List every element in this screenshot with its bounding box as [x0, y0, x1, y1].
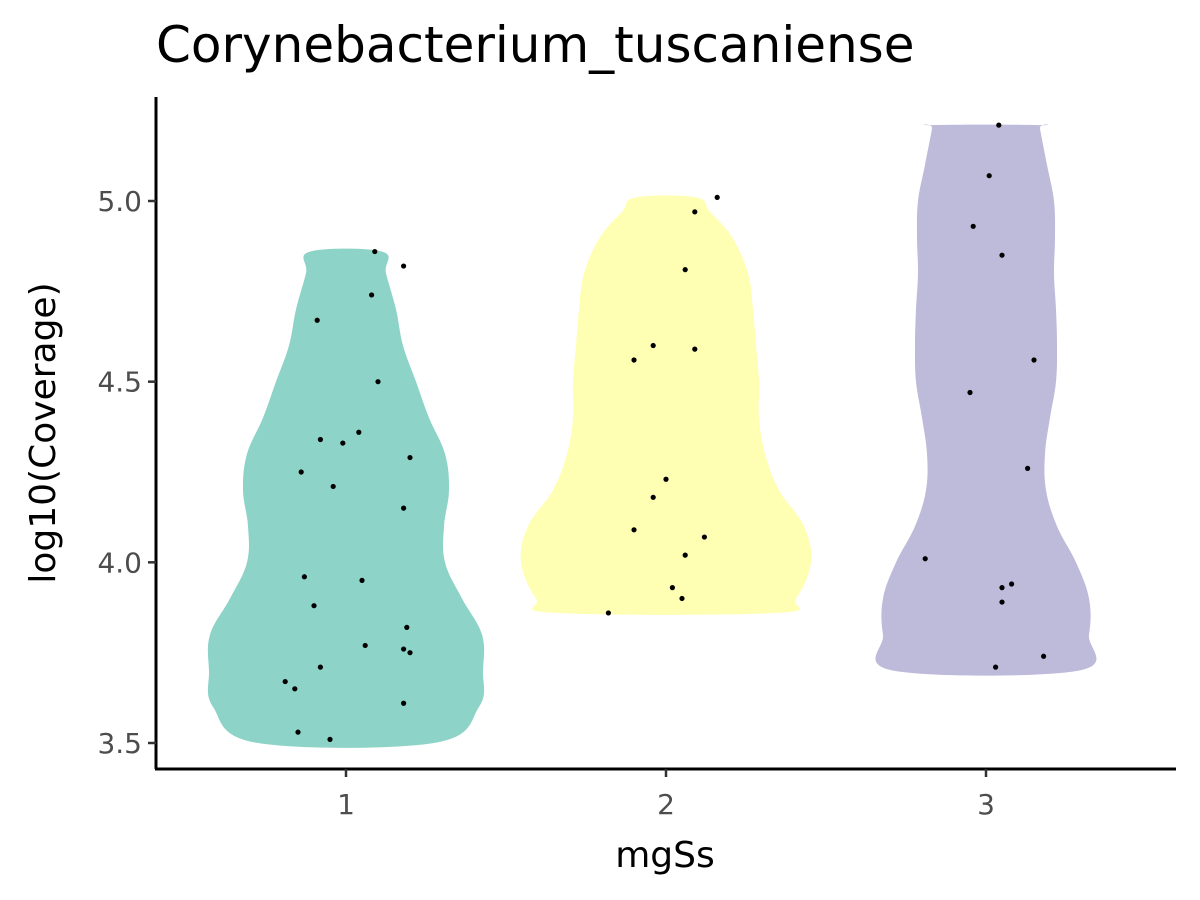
data-point [340, 440, 346, 446]
data-point [282, 678, 288, 685]
y-tick-label: 4.0 [97, 546, 142, 579]
data-point [362, 642, 368, 649]
data-point [295, 729, 301, 735]
data-point [401, 646, 407, 652]
data-point [714, 194, 720, 200]
data-point [999, 585, 1005, 591]
data-point [1041, 653, 1047, 659]
data-point [301, 574, 307, 580]
violin-group-1 [207, 248, 485, 748]
data-point [967, 389, 973, 396]
data-point [692, 209, 698, 215]
data-point [404, 624, 410, 630]
data-point [401, 263, 407, 269]
y-tick-label: 3.5 [97, 727, 142, 760]
data-point [996, 122, 1002, 128]
data-point [679, 595, 685, 602]
data-point [401, 700, 407, 706]
data-point [314, 317, 320, 323]
data-point [372, 248, 378, 255]
data-point [1025, 465, 1031, 471]
data-point [605, 610, 612, 616]
x-tick-label: 1 [337, 788, 355, 821]
data-point [999, 599, 1005, 605]
data-point [970, 223, 976, 229]
jitter-points-layer [282, 122, 1047, 742]
chart-title: Corynebacterium_tuscaniense [156, 16, 915, 74]
data-point [327, 736, 333, 742]
data-point [663, 476, 669, 482]
data-point [701, 534, 708, 540]
data-point [682, 552, 688, 558]
data-point [407, 454, 413, 461]
data-point [292, 686, 298, 692]
data-point [669, 585, 676, 591]
data-point [631, 357, 637, 363]
x-tick-label: 3 [977, 788, 995, 821]
data-point [922, 556, 928, 562]
y-axis-title: log10(Coverage) [23, 282, 64, 583]
y-axis-ticks: 3.5 4.0 4.5 5.0 [97, 185, 156, 760]
data-point [692, 346, 698, 352]
y-tick-label: 5.0 [97, 185, 142, 218]
data-point [317, 436, 323, 443]
data-point [1031, 357, 1037, 363]
data-point [317, 664, 323, 670]
data-point [375, 379, 381, 385]
data-point [369, 292, 375, 298]
x-axis-title: mgSs [615, 835, 715, 876]
x-tick-label: 2 [657, 788, 675, 821]
violin-group-2 [520, 195, 812, 615]
data-point [407, 650, 413, 656]
data-point [986, 173, 992, 179]
violin-layer [207, 124, 1097, 748]
data-point [650, 494, 656, 500]
data-point [356, 429, 362, 435]
data-point [650, 342, 656, 349]
data-point [993, 664, 999, 670]
violin-group-3 [875, 124, 1097, 676]
data-point [298, 469, 304, 475]
data-point [311, 603, 317, 609]
data-point [631, 527, 637, 533]
data-point [999, 252, 1005, 258]
data-point [359, 577, 365, 584]
data-point [682, 267, 688, 273]
data-point [330, 483, 336, 490]
y-tick-label: 4.5 [97, 366, 142, 399]
data-point [1009, 581, 1015, 587]
data-point [401, 505, 407, 511]
x-axis-ticks: 1 2 3 [337, 769, 995, 821]
